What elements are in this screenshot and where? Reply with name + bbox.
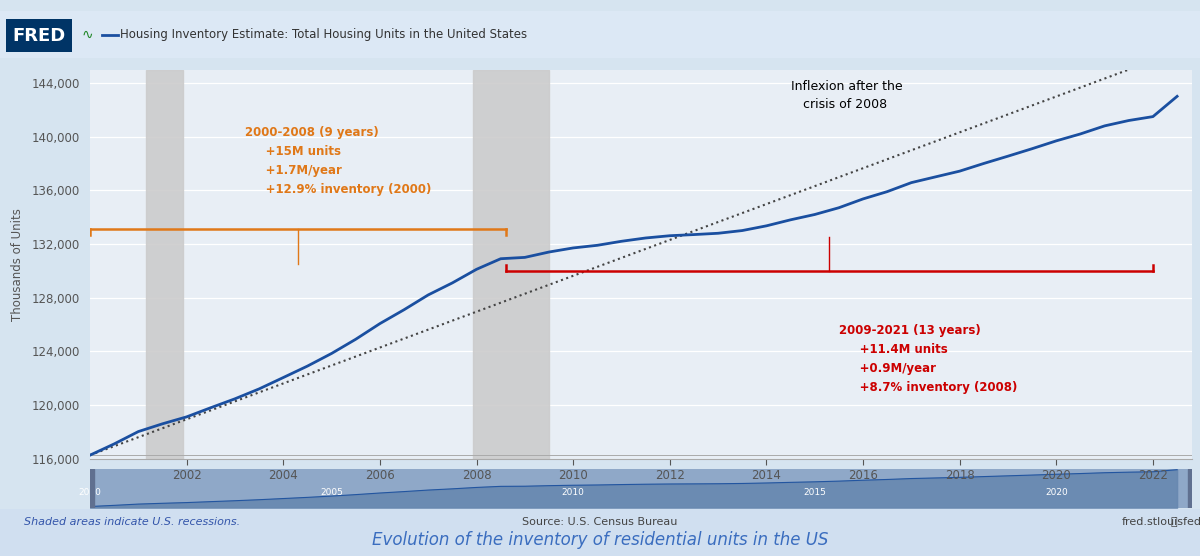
Text: 2009-2021 (13 years)
     +11.4M units
     +0.9M/year
     +8.7% inventory (200: 2009-2021 (13 years) +11.4M units +0.9M/… — [839, 325, 1018, 395]
Text: ⛶: ⛶ — [1170, 517, 1177, 527]
Text: 2020: 2020 — [1045, 488, 1068, 497]
Text: 2000-2008 (9 years)
     +15M units
     +1.7M/year
     +12.9% inventory (2000): 2000-2008 (9 years) +15M units +1.7M/yea… — [245, 126, 431, 196]
Text: Inflexion after the
   crisis of 2008: Inflexion after the crisis of 2008 — [791, 80, 902, 111]
Text: Housing Inventory Estimate: Total Housing Units in the United States: Housing Inventory Estimate: Total Housin… — [120, 28, 527, 41]
Text: FRED: FRED — [12, 27, 66, 44]
Bar — [90, 469, 94, 508]
Text: fred.stlouisfed.org: fred.stlouisfed.org — [1122, 517, 1200, 527]
Text: 2005: 2005 — [320, 488, 343, 497]
Text: 2010: 2010 — [562, 488, 584, 497]
Text: ∿: ∿ — [82, 28, 94, 42]
Bar — [1188, 469, 1192, 508]
Text: 2000: 2000 — [78, 488, 102, 497]
Text: Evolution of the inventory of residential units in the US: Evolution of the inventory of residentia… — [372, 532, 828, 549]
Bar — [473, 70, 550, 459]
Bar — [146, 70, 182, 459]
Text: Shaded areas indicate U.S. recessions.: Shaded areas indicate U.S. recessions. — [24, 517, 240, 527]
Text: 2015: 2015 — [803, 488, 826, 497]
Text: Source: U.S. Census Bureau: Source: U.S. Census Bureau — [522, 517, 678, 527]
Y-axis label: Thousands of Units: Thousands of Units — [11, 207, 24, 321]
